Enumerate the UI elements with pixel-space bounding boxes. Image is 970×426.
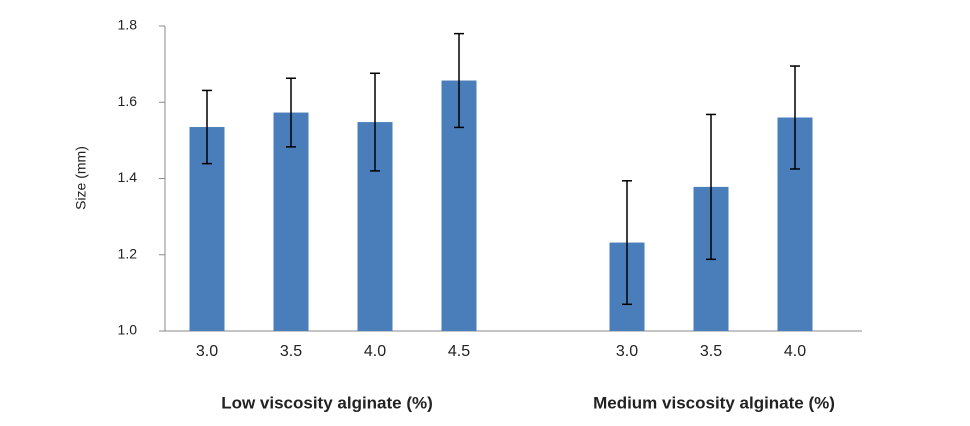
x-tick-label: 4.0	[364, 343, 386, 360]
x-tick-label: 3.5	[280, 343, 302, 360]
x-tick-label: 3.5	[700, 343, 722, 360]
error-bar	[454, 32, 464, 129]
bar	[273, 112, 309, 331]
x-tick-label: 4.0	[784, 343, 806, 360]
error-bar	[706, 113, 716, 261]
error-bar	[286, 77, 296, 148]
y-tick-label: 1.2	[118, 245, 138, 261]
group-label: Low viscosity alginate (%)	[221, 393, 433, 412]
error-bar	[370, 72, 380, 172]
y-tick-label: 1.6	[118, 93, 138, 109]
error-bar	[202, 89, 212, 165]
error-bar	[622, 180, 632, 306]
x-tick-label: 3.0	[616, 343, 638, 360]
x-tick-label: 4.5	[448, 343, 470, 360]
y-tick-label: 1.8	[118, 17, 138, 33]
y-tick-label: 1.0	[118, 322, 138, 338]
group-label: Medium viscosity alginate (%)	[593, 393, 835, 412]
x-tick-label: 3.0	[196, 343, 218, 360]
error-bar	[790, 65, 800, 170]
y-axis-label: Size (mm)	[73, 146, 89, 210]
y-tick-label: 1.4	[118, 169, 138, 185]
